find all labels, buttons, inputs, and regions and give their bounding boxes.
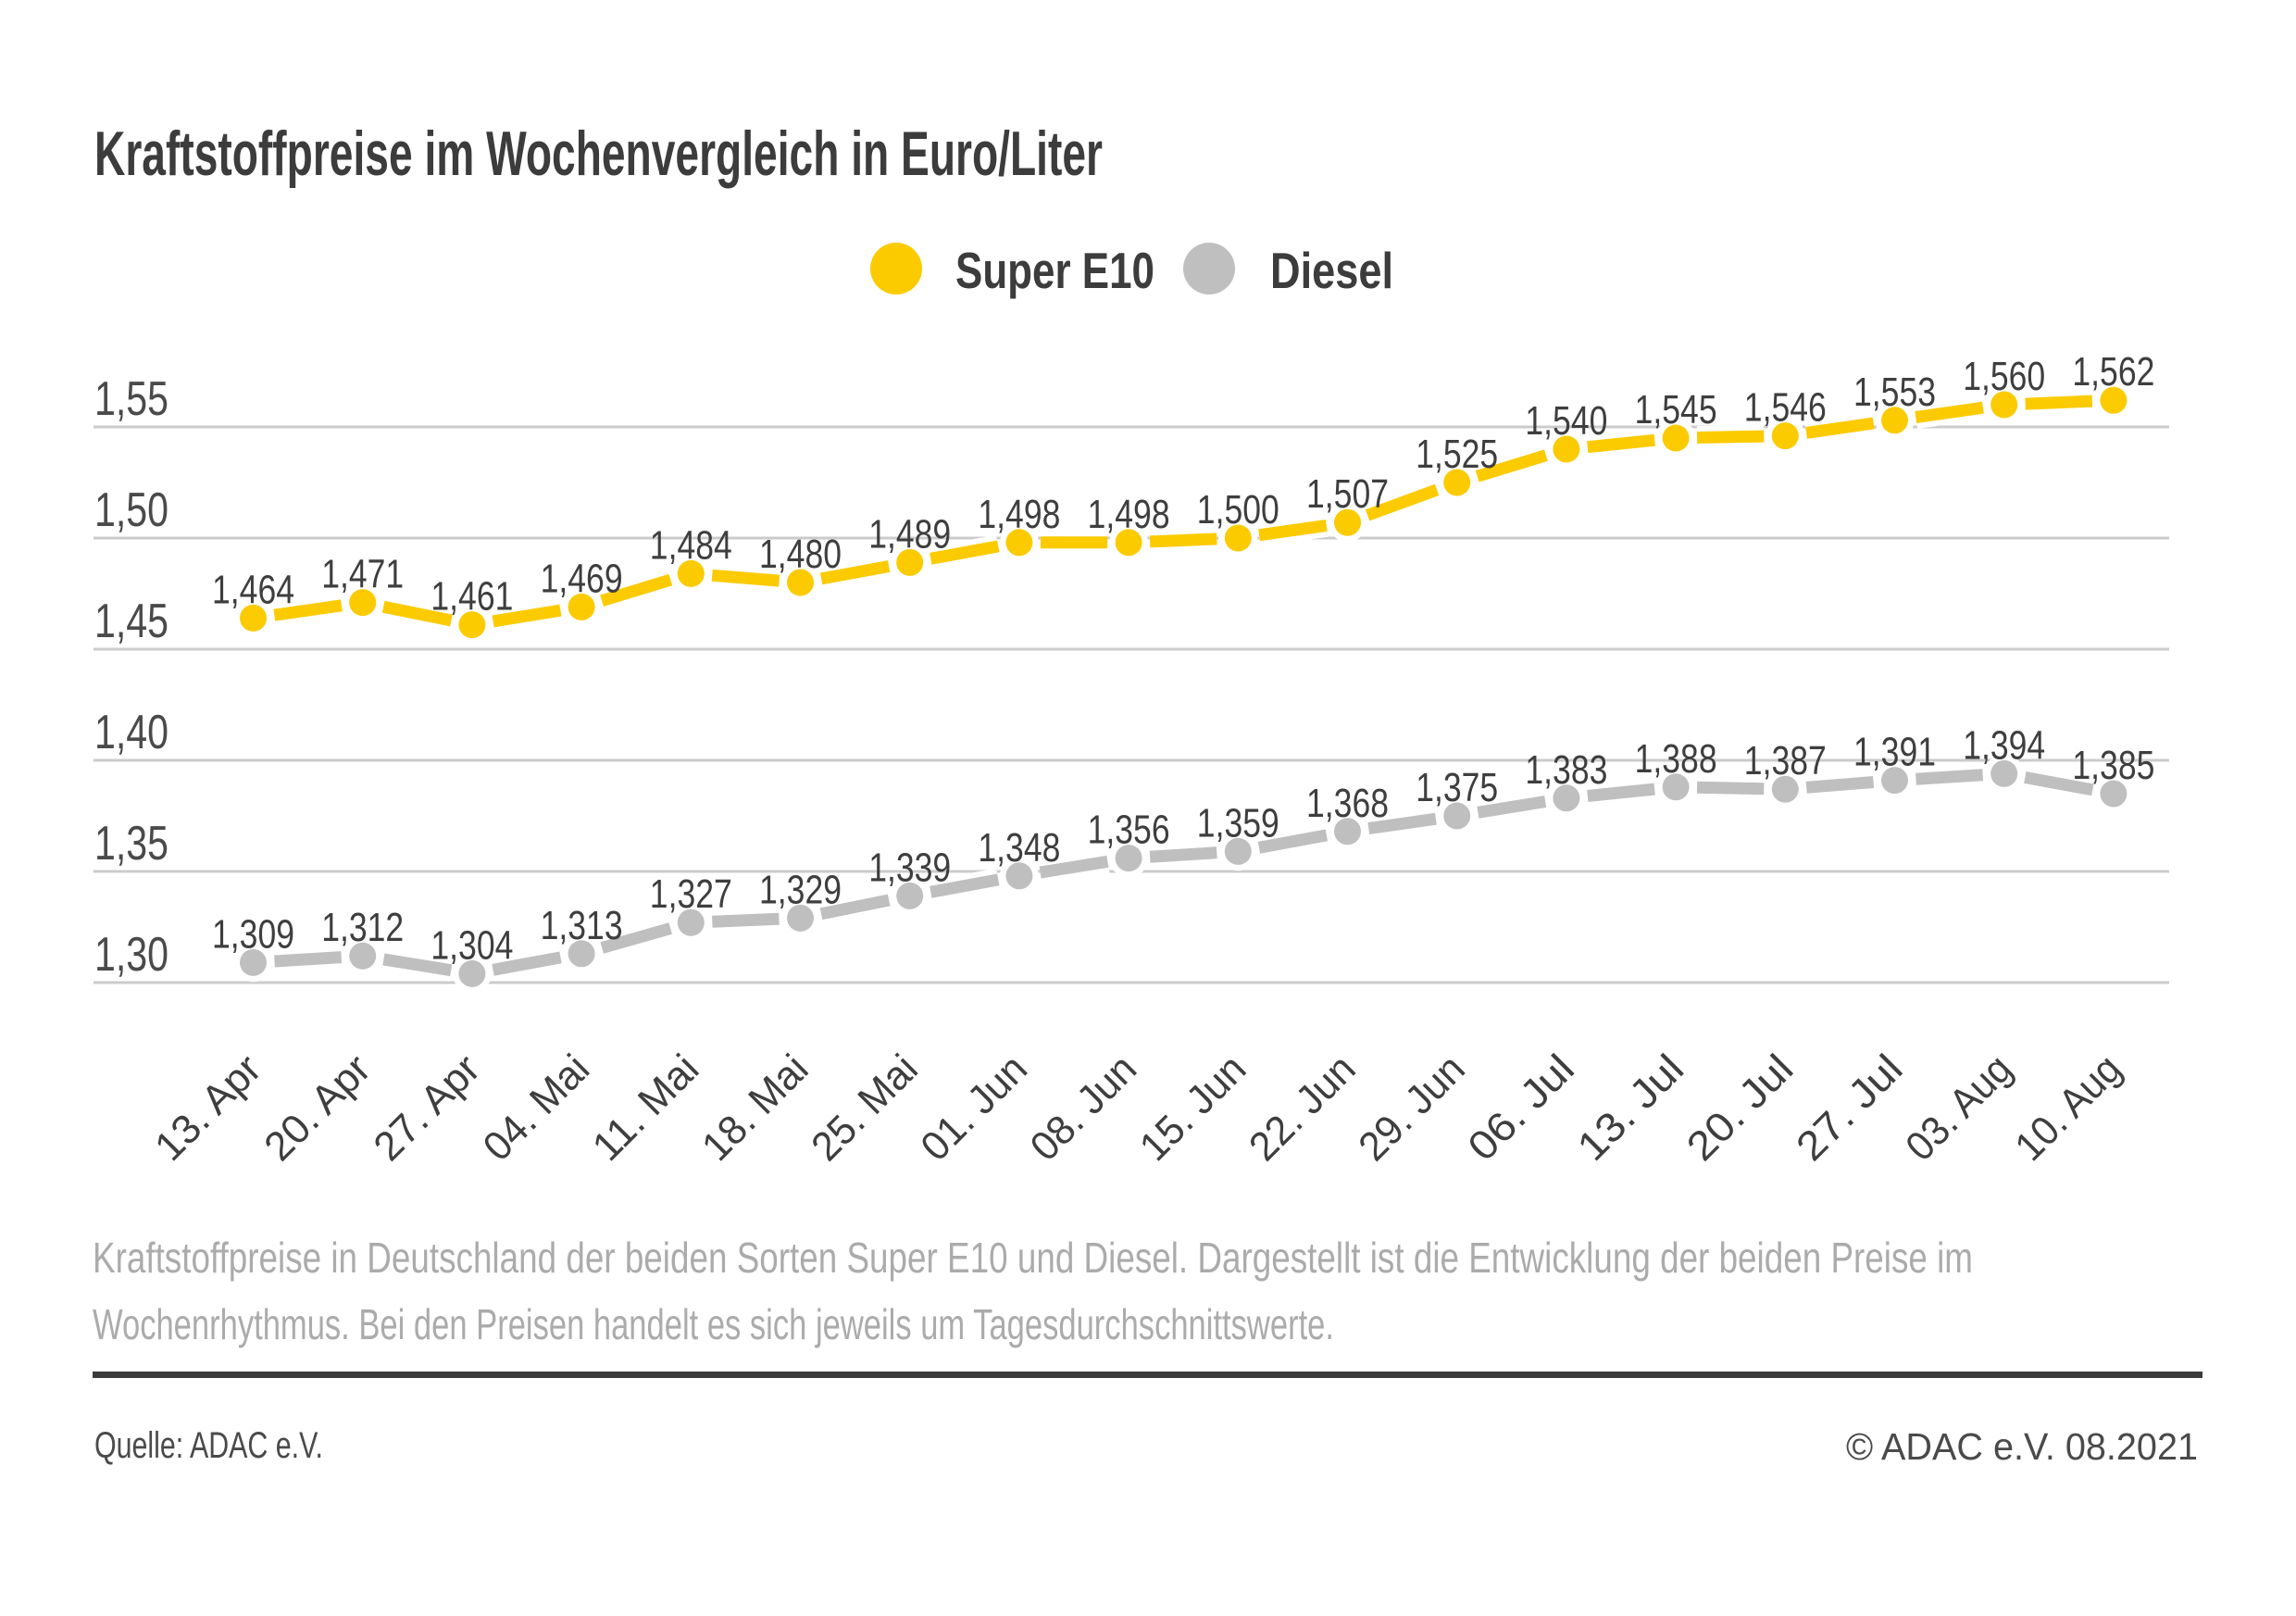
svg-text:1,489: 1,489 <box>868 511 951 557</box>
svg-text:1,329: 1,329 <box>759 867 842 912</box>
svg-text:1,461: 1,461 <box>430 574 513 620</box>
svg-text:1,30: 1,30 <box>94 928 168 982</box>
svg-text:1,498: 1,498 <box>1088 492 1170 537</box>
svg-text:1,464: 1,464 <box>212 567 294 612</box>
svg-text:1,498: 1,498 <box>978 492 1060 537</box>
svg-text:1,562: 1,562 <box>2072 349 2154 395</box>
svg-text:1,327: 1,327 <box>650 871 732 917</box>
svg-text:1,525: 1,525 <box>1416 432 1498 477</box>
svg-text:1,55: 1,55 <box>94 372 168 426</box>
svg-text:1,359: 1,359 <box>1197 800 1279 846</box>
svg-text:1,383: 1,383 <box>1525 747 1607 793</box>
svg-text:1,471: 1,471 <box>321 552 404 597</box>
svg-text:1,540: 1,540 <box>1525 398 1607 444</box>
svg-text:1,507: 1,507 <box>1306 471 1389 517</box>
svg-text:1,560: 1,560 <box>1963 354 2045 399</box>
svg-text:1,50: 1,50 <box>94 483 168 537</box>
svg-text:1,484: 1,484 <box>650 522 732 568</box>
svg-text:Quelle: ADAC e.V.: Quelle: ADAC e.V. <box>94 1425 323 1466</box>
svg-text:1,348: 1,348 <box>978 825 1060 871</box>
svg-text:1,40: 1,40 <box>94 706 168 759</box>
svg-text:1,553: 1,553 <box>1853 370 1936 415</box>
svg-text:1,385: 1,385 <box>2072 743 2154 788</box>
svg-text:1,469: 1,469 <box>541 556 623 601</box>
svg-text:Wochenrhythmus. Bei den Preise: Wochenrhythmus. Bei den Preisen handelt … <box>93 1300 1334 1348</box>
svg-text:1,480: 1,480 <box>759 532 842 577</box>
svg-text:1,309: 1,309 <box>212 911 294 957</box>
svg-text:1,45: 1,45 <box>94 595 168 648</box>
svg-text:1,500: 1,500 <box>1197 487 1279 532</box>
svg-text:Super E10: Super E10 <box>955 242 1154 299</box>
svg-text:1,387: 1,387 <box>1744 738 1827 783</box>
svg-text:Kraftstoffpreise im Wochenverg: Kraftstoffpreise im Wochenvergleich in E… <box>94 119 1103 189</box>
svg-text:1,394: 1,394 <box>1963 722 2045 768</box>
svg-text:© ADAC e.V. 08.2021: © ADAC e.V. 08.2021 <box>1846 1425 2198 1468</box>
svg-text:1,304: 1,304 <box>430 922 513 968</box>
svg-text:1,546: 1,546 <box>1744 385 1827 431</box>
svg-text:1,545: 1,545 <box>1635 387 1717 432</box>
svg-text:1,356: 1,356 <box>1088 808 1170 853</box>
svg-text:1,35: 1,35 <box>94 817 168 871</box>
svg-text:1,368: 1,368 <box>1306 781 1389 826</box>
svg-text:1,388: 1,388 <box>1635 736 1717 782</box>
svg-text:1,391: 1,391 <box>1853 730 1936 775</box>
svg-text:Kraftstoffpreise in Deutschlan: Kraftstoffpreise in Deutschland der beid… <box>93 1234 1973 1282</box>
svg-text:1,375: 1,375 <box>1416 765 1498 810</box>
svg-text:1,339: 1,339 <box>868 845 951 890</box>
svg-text:1,312: 1,312 <box>321 905 404 950</box>
svg-text:Diesel: Diesel <box>1270 242 1393 299</box>
svg-text:1,313: 1,313 <box>541 903 623 948</box>
